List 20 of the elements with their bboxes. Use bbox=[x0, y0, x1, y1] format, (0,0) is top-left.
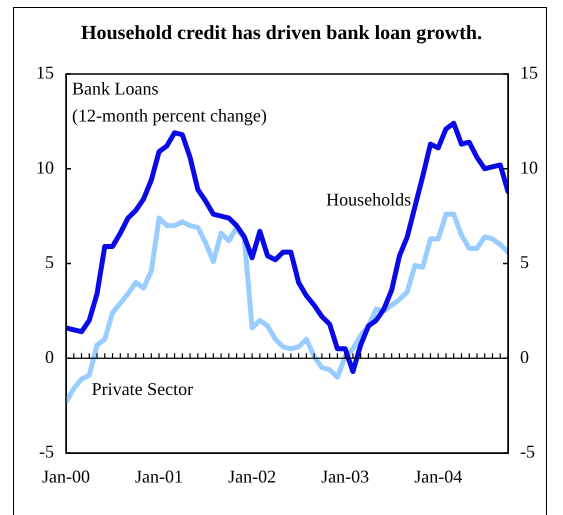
y2-tick-label: -5 bbox=[520, 442, 535, 462]
y2-tick-label: 5 bbox=[520, 252, 529, 272]
y2-tick-label: 0 bbox=[520, 346, 529, 367]
x-tick-label: Jan-01 bbox=[135, 466, 184, 487]
x-tick-label: Jan-02 bbox=[228, 466, 276, 487]
x-tick-label: Jan-00 bbox=[42, 466, 90, 487]
y-tick-label: 5 bbox=[45, 252, 54, 272]
annotation: Bank Loans bbox=[72, 78, 158, 99]
x-tick-label: Jan-04 bbox=[414, 466, 462, 487]
series-label: Private Sector bbox=[92, 379, 194, 400]
annotation: (12-month percent change) bbox=[72, 106, 267, 126]
y-tick-label: 15 bbox=[36, 62, 54, 83]
y-tick-label: -5 bbox=[39, 442, 54, 462]
series-label: Households bbox=[326, 190, 412, 210]
y2-tick-label: 15 bbox=[520, 62, 538, 83]
y-tick-label: 0 bbox=[45, 346, 54, 367]
y2-tick-label: 10 bbox=[520, 157, 538, 178]
y-tick-label: 10 bbox=[36, 157, 54, 178]
chart-title: Household credit has driven bank loan growth. bbox=[80, 22, 482, 44]
x-tick-label: Jan-03 bbox=[321, 466, 370, 487]
